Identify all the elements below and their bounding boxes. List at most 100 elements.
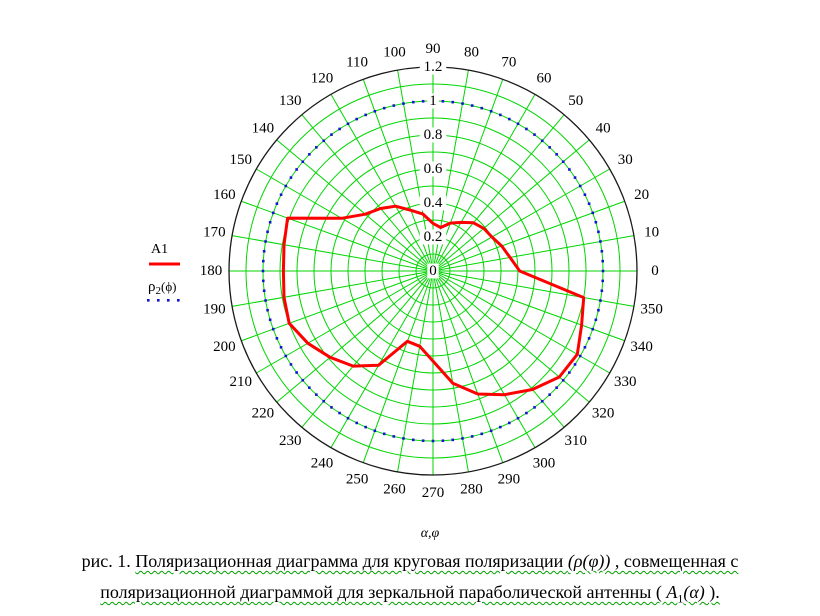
a1-curve-series [281, 204, 586, 397]
rho-dot [431, 439, 435, 443]
rho-dot [284, 184, 288, 188]
angle-tick-label: 20 [634, 187, 649, 203]
rho-dot [441, 439, 445, 443]
rho-dot [587, 202, 591, 205]
rho-dot [264, 240, 267, 243]
polar-chart: 0102030405060708090100110120130140150160… [147, 41, 663, 541]
angle-tick-label: 320 [592, 406, 615, 422]
rho-dot [578, 184, 582, 188]
angle-tick-label: 350 [640, 302, 663, 318]
rho-dot [382, 106, 386, 110]
angle-tick-label: 10 [644, 225, 659, 241]
rho-dot [599, 299, 602, 302]
rho-dot [266, 230, 269, 234]
angle-tick-label: 200 [213, 339, 236, 355]
rho-dot [402, 102, 405, 105]
rho-dotted-circle-series [261, 99, 605, 443]
angle-tick-label: 100 [383, 44, 406, 60]
rho-dot [289, 176, 293, 179]
radial-tick-label-bg [419, 195, 447, 211]
rho-dot [441, 99, 445, 103]
legend-rho-args: (ϕ) [161, 279, 177, 294]
caption-line-1: рис. 1. Поляризационная диаграмма для кр… [0, 546, 820, 577]
rho-dot [364, 425, 367, 429]
rho-dot [289, 363, 293, 366]
rho-dot [411, 100, 415, 104]
rho-dot [548, 393, 551, 396]
rho-dot [568, 168, 571, 171]
rho-dot [594, 220, 598, 224]
rho-dot [600, 249, 604, 253]
rho-dot [591, 327, 595, 331]
rho-dot [373, 429, 377, 433]
rho-dot [555, 153, 558, 156]
angle-tick-label: 330 [614, 374, 637, 390]
rho-dot [470, 104, 474, 107]
rho-dot [301, 160, 305, 164]
legend: A1 ρ2(ϕ) [147, 242, 180, 302]
rho-dot [578, 354, 582, 358]
rho-dot [573, 363, 577, 366]
a1-curve-path [281, 204, 586, 397]
rho-dot [268, 220, 272, 224]
radial-tick-label-bg [419, 161, 447, 177]
rho-dot [591, 211, 595, 215]
rho-dot [489, 109, 493, 113]
rho-dot [599, 240, 602, 243]
angle-tick-label: 340 [630, 339, 653, 355]
radial-tick-label: 0.2 [424, 229, 443, 245]
caption-line2-math-args: (α) [683, 582, 705, 602]
rho-dot [411, 438, 415, 442]
angle-tick-label: 0 [651, 263, 659, 279]
rho-dot [261, 279, 265, 283]
angle-tick-label: 70 [501, 54, 516, 70]
rho-dot [594, 318, 598, 322]
rho-dot [279, 193, 283, 197]
caption-line2-math-A: A [666, 582, 678, 602]
rho-dot [308, 153, 311, 156]
radial-tick-label: 1 [429, 93, 437, 109]
caption-line2-text: поляризационной диаграммой для зеркально… [100, 582, 667, 602]
rho-dot [330, 406, 333, 409]
rho-dot [597, 308, 600, 312]
rho-dot [268, 318, 272, 322]
rho-dot [561, 160, 565, 164]
rho-dot [346, 122, 350, 126]
angle-tick-label: 280 [460, 482, 483, 498]
rho-dot [587, 337, 591, 340]
rho-dot [597, 230, 600, 234]
rho-dot [315, 393, 318, 396]
rho-dot [261, 269, 265, 273]
legend-rho-dot [157, 299, 160, 302]
rho-dot [499, 113, 502, 117]
rho-dot [480, 106, 484, 110]
rho-dot [264, 299, 267, 302]
rho-dot [525, 411, 528, 415]
rho-dot [295, 371, 298, 374]
angle-tick-label: 40 [596, 120, 611, 136]
rho-dot [516, 122, 520, 126]
rho-dot [271, 327, 275, 331]
rho-dot [322, 399, 326, 403]
rho-dot [315, 146, 318, 149]
angle-tick-label: 150 [229, 152, 252, 168]
rho-dot [533, 406, 536, 409]
rho-dot [451, 438, 455, 442]
rho-dot [373, 109, 377, 113]
angle-tick-label: 50 [568, 93, 583, 109]
rho-dot [601, 279, 605, 283]
rho-dot [573, 176, 577, 179]
legend-rho-dot [167, 299, 170, 302]
caption-line-2: поляризационной диаграммой для зеркально… [0, 577, 820, 608]
rho-dot [583, 346, 587, 349]
angle-tick-label: 160 [213, 187, 236, 203]
angle-tick-label: 170 [203, 225, 226, 241]
angle-tick-label: 220 [252, 406, 275, 422]
rho-dot [338, 127, 341, 131]
rho-dot [364, 113, 367, 117]
radial-tick-label: 1.2 [424, 59, 443, 75]
rho-dot [392, 435, 396, 438]
legend-rho-dots-sample [147, 299, 180, 302]
rho-dot [583, 193, 587, 197]
